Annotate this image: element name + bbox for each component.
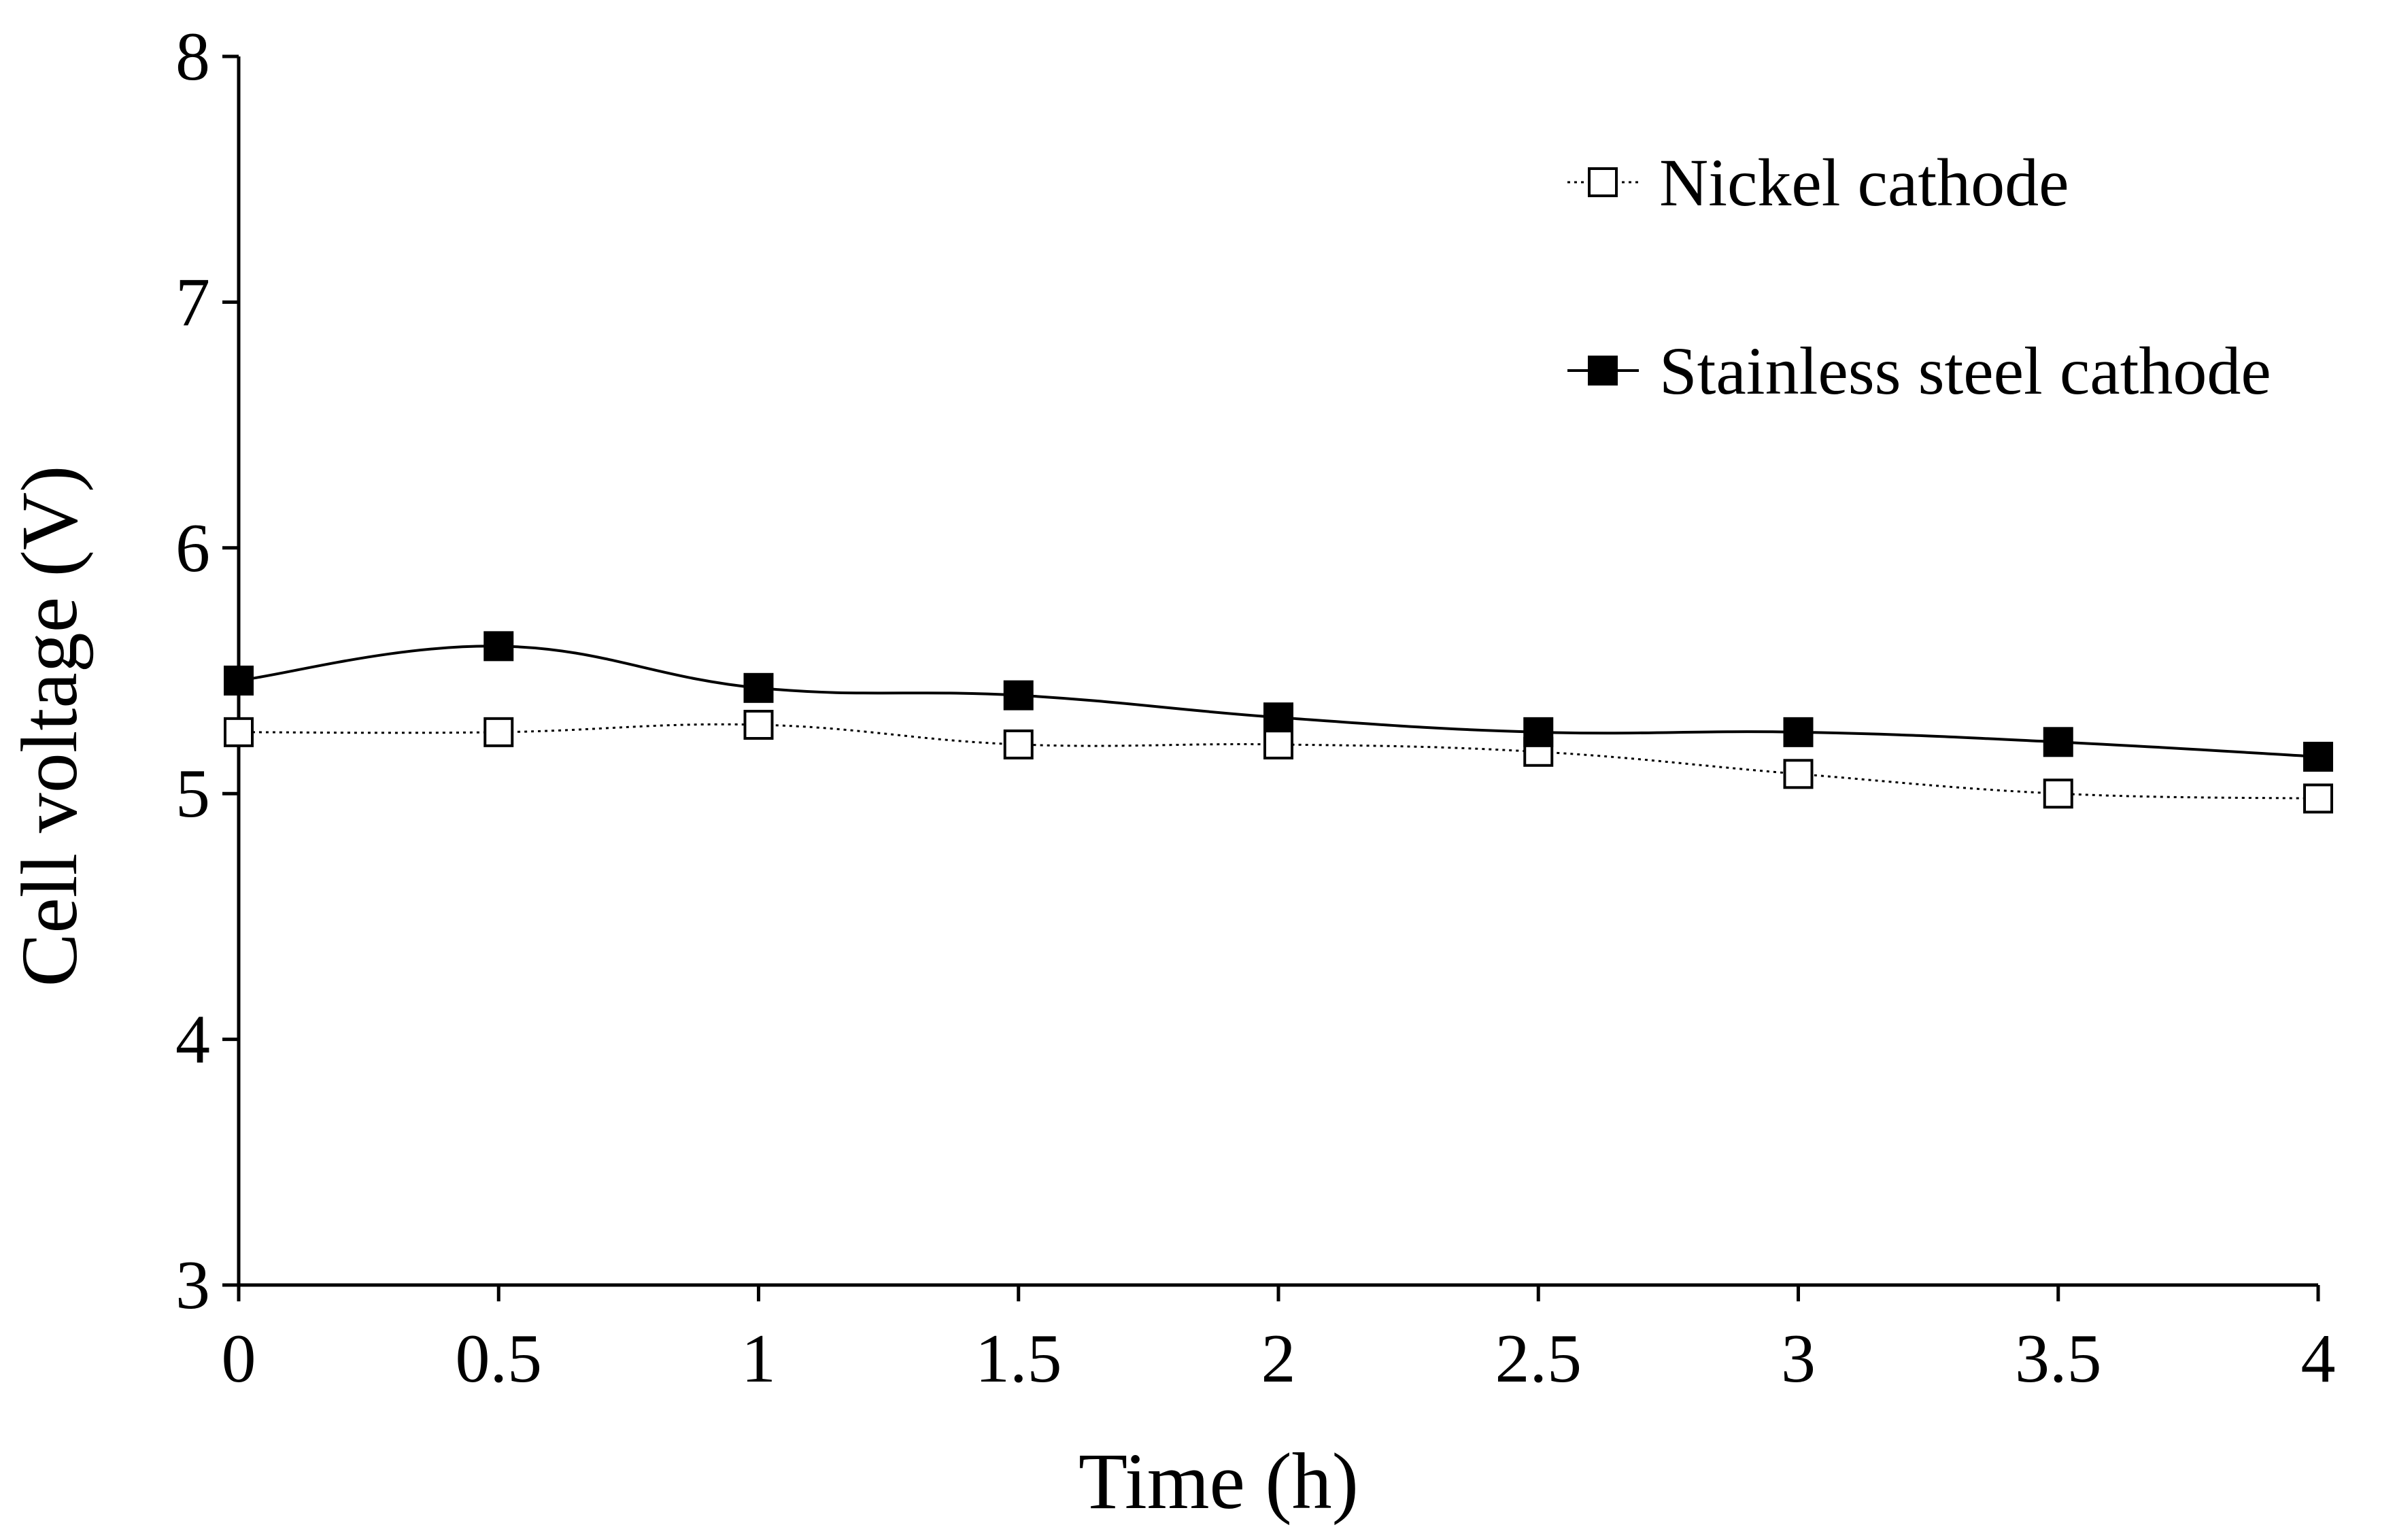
y-tick-label: 7 bbox=[175, 264, 210, 341]
data-point-nickel-cathode bbox=[2303, 783, 2333, 814]
x-tick-label: 0 bbox=[222, 1320, 256, 1397]
data-point-nickel-cathode bbox=[224, 717, 254, 747]
data-point-nickel-cathode bbox=[743, 710, 774, 740]
y-tick-label: 3 bbox=[175, 1247, 210, 1324]
data-point-stainless-steel-cathode bbox=[1003, 680, 1034, 711]
y-axis-title: Cell voltage (V) bbox=[5, 466, 94, 987]
legend-label-nickel-cathode: Nickel cathode bbox=[1659, 145, 2069, 220]
data-point-stainless-steel-cathode bbox=[1263, 702, 1293, 733]
legend-marker-stainless-steel-cathode bbox=[1588, 356, 1618, 386]
legend-label-stainless-steel-cathode: Stainless steel cathode bbox=[1659, 333, 2271, 409]
x-tick-label: 4 bbox=[2301, 1320, 2336, 1397]
legend-item-nickel-cathode: Nickel cathode bbox=[1567, 145, 2069, 220]
data-point-nickel-cathode bbox=[2043, 778, 2073, 809]
data-point-stainless-steel-cathode bbox=[1783, 717, 1814, 747]
y-tick-label: 4 bbox=[175, 1002, 210, 1078]
y-tick-label: 6 bbox=[175, 510, 210, 587]
data-point-stainless-steel-cathode bbox=[2043, 727, 2073, 757]
y-tick-label: 5 bbox=[175, 755, 210, 832]
x-tick-label: 1.5 bbox=[975, 1320, 1062, 1397]
series-stainless-steel-cathode bbox=[224, 631, 2333, 772]
x-tick-label: 2 bbox=[1261, 1320, 1296, 1397]
x-tick-label: 0.5 bbox=[456, 1320, 543, 1397]
data-point-stainless-steel-cathode bbox=[1523, 717, 1554, 747]
legend: Nickel cathode Stainless steel cathode bbox=[1567, 145, 2271, 409]
data-point-nickel-cathode bbox=[483, 717, 514, 747]
axes: 3 4 5 6 7 8 0 0.5 1 1.5 2 2.5 3 3.5 4 bbox=[175, 18, 2336, 1397]
x-tick-label: 2.5 bbox=[1495, 1320, 1582, 1397]
data-point-stainless-steel-cathode bbox=[224, 665, 254, 696]
x-tick-label: 3.5 bbox=[2015, 1320, 2102, 1397]
data-point-nickel-cathode bbox=[1263, 729, 1293, 759]
data-point-stainless-steel-cathode bbox=[743, 672, 774, 703]
legend-item-stainless-steel-cathode: Stainless steel cathode bbox=[1567, 333, 2271, 409]
x-axis-title: Time (h) bbox=[1078, 1437, 1359, 1526]
data-point-nickel-cathode bbox=[1783, 759, 1814, 789]
x-tick-label: 3 bbox=[1781, 1320, 1816, 1397]
x-tick-label: 1 bbox=[741, 1320, 776, 1397]
data-point-nickel-cathode bbox=[1003, 729, 1034, 759]
data-point-stainless-steel-cathode bbox=[483, 631, 514, 662]
series-layer bbox=[224, 631, 2333, 814]
data-point-stainless-steel-cathode bbox=[2303, 741, 2333, 772]
legend-marker-nickel-cathode bbox=[1588, 167, 1618, 197]
y-tick-label: 8 bbox=[175, 18, 210, 95]
